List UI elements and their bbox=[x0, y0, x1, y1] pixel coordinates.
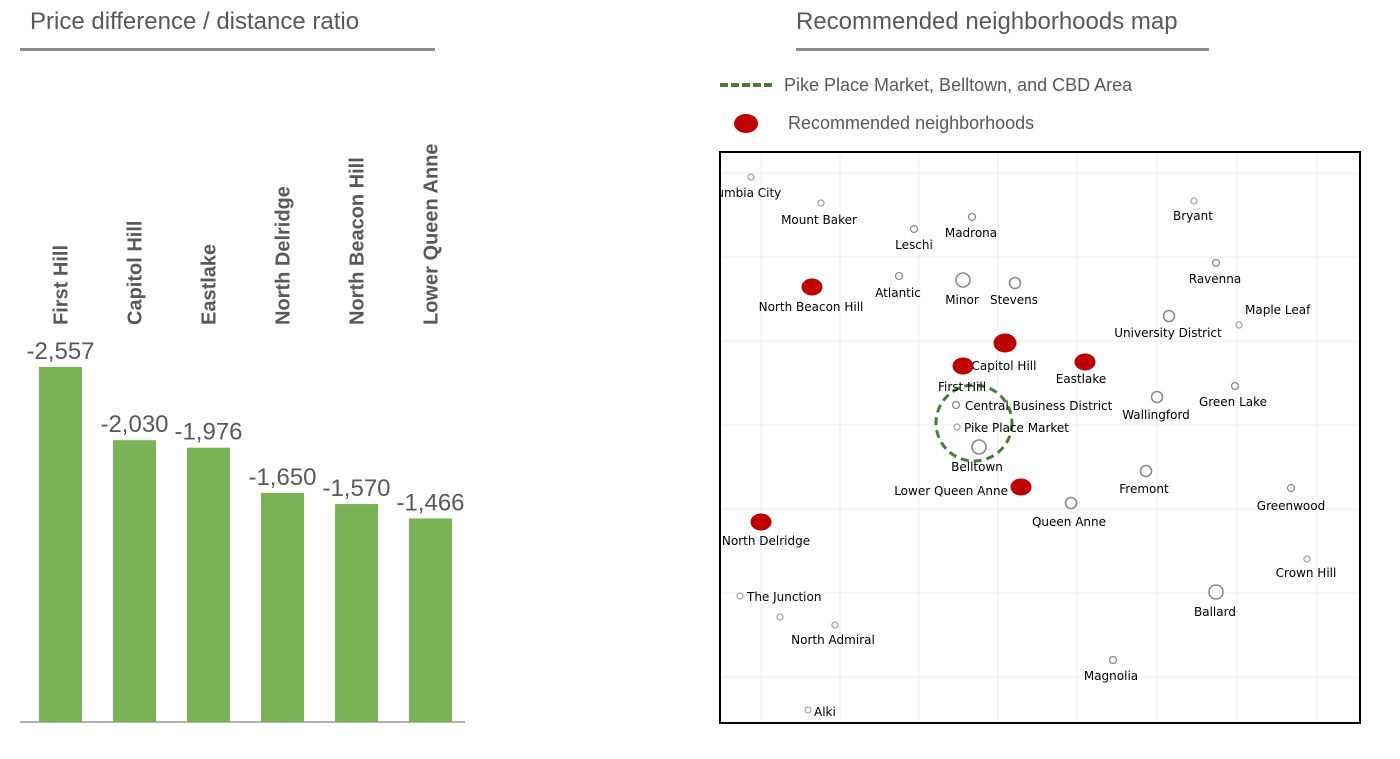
map-point-capitol-hill bbox=[993, 333, 1017, 353]
bar-value-label-north-beacon-hill: -1,570 bbox=[322, 475, 390, 502]
map-label-north-admiral: North Admiral bbox=[791, 633, 875, 647]
bar-value-label-first-hill: -2,557 bbox=[26, 338, 94, 365]
map-label-maple-leaf: Maple Leaf bbox=[1245, 303, 1311, 317]
map-label-green-lake: Green Lake bbox=[1199, 395, 1267, 409]
map-point-eastlake bbox=[1074, 353, 1096, 371]
bar-category-label-north-beacon-hill: North Beacon Hill bbox=[347, 157, 369, 325]
red-dot-icon bbox=[734, 113, 758, 133]
bar-chart: -2,557 First Hill -2,030 Capitol Hill -1,976… bbox=[20, 143, 465, 723]
bar-category-label-eastlake: Eastlake bbox=[199, 244, 221, 325]
map-point-first-hill bbox=[952, 357, 974, 375]
map-label-fremont: Fremont bbox=[1119, 482, 1169, 496]
bar-eastlake bbox=[187, 447, 230, 722]
map-label-central-business-district: Central Business District bbox=[965, 399, 1113, 413]
map-label-queen-anne: Queen Anne bbox=[1032, 515, 1106, 529]
map-point-lower-queen-anne bbox=[1010, 478, 1032, 496]
bar-first-hill bbox=[39, 367, 82, 722]
map-label-magnolia: Magnolia bbox=[1084, 669, 1138, 683]
bar-value-label-capitol-hill: -2,030 bbox=[100, 411, 168, 438]
map-point-belltown bbox=[971, 439, 987, 455]
map-label-north-beacon-hill: North Beacon Hill bbox=[759, 300, 864, 314]
bar-value-label-lower-queen-anne: -1,466 bbox=[396, 489, 464, 516]
map-point-central-business-district bbox=[951, 400, 961, 410]
map-label-first-hill: First Hill bbox=[938, 380, 986, 394]
bar-category-label-lower-queen-anne: Lower Queen Anne bbox=[421, 143, 443, 325]
map-label-crown-hill: Crown Hill bbox=[1276, 566, 1337, 580]
map-point-green-lake bbox=[1230, 381, 1240, 391]
map-point-wallingford bbox=[1150, 390, 1164, 404]
bar-chart-title: Price difference / distance ratio bbox=[30, 8, 360, 35]
dashed-circle-icon bbox=[720, 83, 772, 87]
map-point-columbia-city bbox=[747, 173, 755, 181]
bar-lower-queen-anne bbox=[409, 518, 452, 722]
bar-chart-title-underline bbox=[20, 48, 435, 51]
map-title: Recommended neighborhoods map bbox=[796, 8, 1178, 35]
map-label-ballard: Ballard bbox=[1194, 605, 1236, 619]
map-point-crown-hill bbox=[1303, 555, 1311, 563]
map-label-ravenna: Ravenna bbox=[1189, 272, 1241, 286]
map-point-leschi bbox=[909, 224, 919, 234]
map-point-madrona bbox=[967, 212, 977, 222]
map-label-the-junction: The Junction bbox=[746, 590, 821, 604]
map-label-greenwood: Greenwood bbox=[1257, 499, 1325, 513]
map-point-ravenna bbox=[1211, 258, 1221, 268]
map-point-stevens bbox=[1008, 276, 1022, 290]
map-gridlines bbox=[721, 153, 1359, 722]
map-label-eastlake: Eastlake bbox=[1056, 372, 1106, 386]
bar-north-beacon-hill bbox=[335, 504, 378, 722]
map-label-lower-queen-anne: Lower Queen Anne bbox=[894, 484, 1008, 498]
map-label-alki: Alki bbox=[814, 705, 836, 719]
map-point-north-delridge bbox=[750, 513, 772, 531]
map-point-queen-anne bbox=[1064, 496, 1078, 510]
cbd-area-highlight bbox=[934, 383, 1014, 463]
bar-north-delridge bbox=[261, 492, 304, 722]
map-point-north-admiral bbox=[831, 621, 839, 629]
bar-category-label-first-hill: First Hill bbox=[51, 245, 73, 325]
map-point-the-junction bbox=[736, 592, 744, 600]
map-label-bryant: Bryant bbox=[1173, 209, 1213, 223]
map-point-bryant bbox=[1190, 197, 1198, 205]
map-label-atlantic: Atlantic bbox=[875, 286, 921, 300]
map-label-north-delridge: North Delridge bbox=[722, 534, 810, 548]
map-point-pike-place-market bbox=[953, 423, 961, 431]
map-point-unlabeled-31 bbox=[776, 613, 784, 621]
map-label-university-district: University District bbox=[1114, 326, 1222, 340]
map-label-stevens: Stevens bbox=[990, 293, 1038, 307]
map-point-mount-baker bbox=[817, 199, 825, 207]
map-label-madrona: Madrona bbox=[945, 226, 997, 240]
bar-capitol-hill bbox=[113, 440, 156, 722]
map-label-minor: Minor bbox=[945, 293, 979, 307]
map-label-wallingford: Wallingford bbox=[1122, 408, 1190, 422]
legend-label-recommended: Recommended neighborhoods bbox=[788, 112, 1035, 133]
legend-item-recommended: Recommended neighborhoods bbox=[720, 111, 1034, 135]
legend-label-cbd-area: Pike Place Market, Belltown, and CBD Are… bbox=[784, 74, 1133, 95]
map-point-greenwood bbox=[1286, 483, 1296, 493]
map-point-maple-leaf bbox=[1235, 321, 1243, 329]
map-point-magnolia bbox=[1108, 655, 1118, 665]
map-title-underline bbox=[796, 48, 1209, 51]
map-point-university-district bbox=[1162, 309, 1176, 323]
legend-item-cbd-area: Pike Place Market, Belltown, and CBD Are… bbox=[720, 73, 1132, 97]
map-label-leschi: Leschi bbox=[895, 238, 933, 252]
map-label-mount-baker: Mount Baker bbox=[781, 213, 857, 227]
map-label-capitol-hill: Capitol Hill bbox=[972, 359, 1037, 373]
map-point-north-beacon-hill bbox=[801, 278, 823, 296]
bar-category-label-north-delridge: North Delridge bbox=[273, 186, 295, 325]
bar-value-label-eastlake: -1,976 bbox=[174, 419, 242, 446]
map-point-ballard bbox=[1208, 584, 1224, 600]
map-point-atlantic bbox=[894, 271, 904, 281]
map-point-minor bbox=[955, 272, 971, 288]
bar-category-label-capitol-hill: Capitol Hill bbox=[125, 221, 147, 325]
bar-value-label-north-delridge: -1,650 bbox=[248, 464, 316, 491]
map-label-pike-place-market: Pike Place Market bbox=[964, 421, 1069, 435]
map-point-fremont bbox=[1139, 464, 1153, 478]
map-point-alki bbox=[804, 706, 812, 714]
map-label-columbia-city: lumbia City bbox=[721, 186, 781, 200]
map-label-belltown: Belltown bbox=[951, 460, 1003, 474]
